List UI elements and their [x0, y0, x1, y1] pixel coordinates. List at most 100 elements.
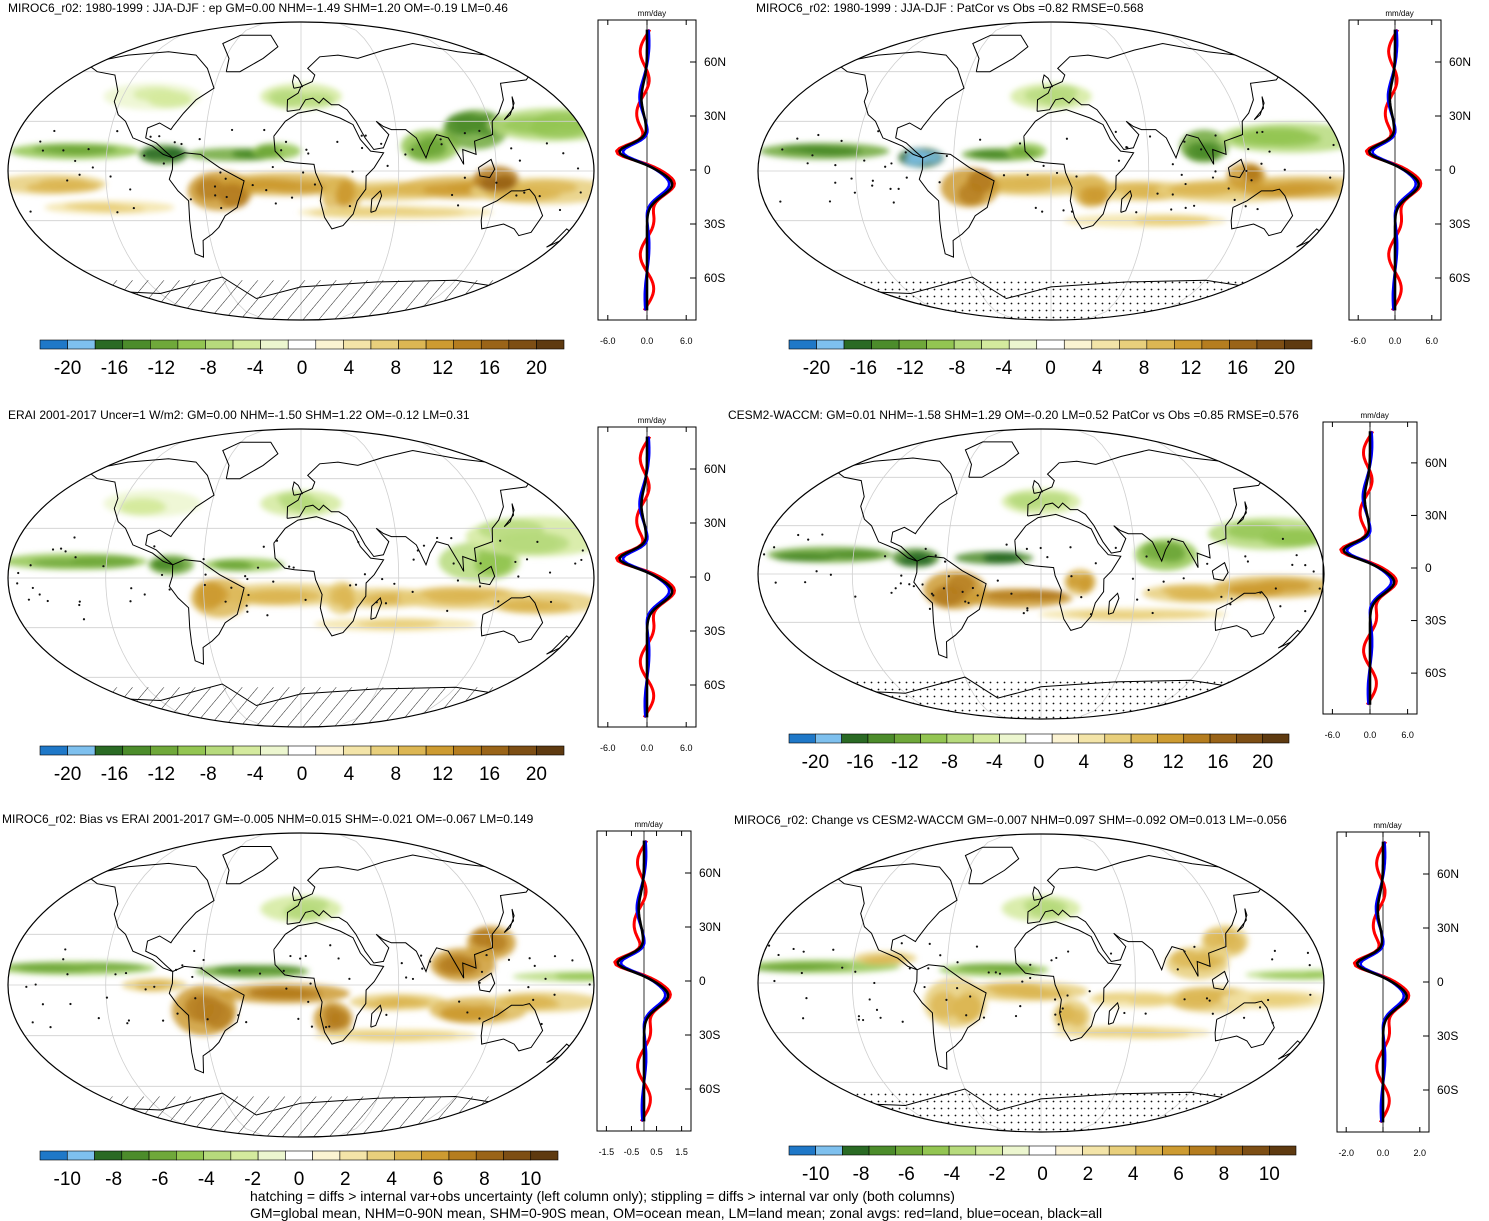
precip-anomaly-patch — [445, 113, 476, 136]
precip-anomaly-patch — [1066, 1028, 1138, 1036]
precip-anomaly-patch — [283, 904, 320, 919]
zonal-mean-plot: mm/day 60N 30N 0 30S 60S -1.5 -0.5 0.5 1.5 — [596, 820, 721, 1157]
precip-anomaly-patch — [503, 995, 555, 1007]
colorbar-label: 16 — [479, 358, 500, 379]
colorbar-swatch — [842, 1145, 870, 1156]
precip-anomaly-patch — [474, 554, 511, 577]
zonal-tick-label: 0.0 — [1389, 336, 1402, 346]
precip-field — [8, 490, 594, 631]
colorbar-swatch — [1262, 733, 1290, 744]
lat-tick-label: 30S — [1425, 614, 1446, 628]
stippling — [767, 942, 1317, 1026]
continent-outline — [1027, 449, 1265, 568]
colorbar-label: -8 — [941, 752, 958, 773]
lat-tick-label: 0 — [1437, 975, 1444, 989]
colorbar-swatch — [1104, 733, 1132, 744]
colorbar-swatch — [39, 339, 68, 350]
hatching-region — [8, 687, 594, 727]
zonal-line-land — [1364, 28, 1423, 312]
hatching-region — [8, 1096, 594, 1137]
hatching-region — [8, 280, 594, 320]
zonal-tick-label: 0.0 — [1377, 1148, 1390, 1158]
lat-tick-label: 60N — [704, 55, 726, 69]
precip-anomaly-patch — [1242, 164, 1261, 180]
colorbar-swatch — [1256, 339, 1285, 350]
zonal-line-land — [615, 28, 676, 312]
colorbar-swatch — [788, 1145, 816, 1156]
continent-outline — [477, 972, 496, 993]
colorbar-label: 0 — [297, 358, 308, 379]
zonal-tick-label: -1.5 — [599, 1147, 615, 1157]
colorbar-label: -2 — [989, 1164, 1006, 1185]
continent-outline — [291, 481, 304, 496]
colorbar-label: 0 — [294, 1169, 305, 1190]
colorbar-label: -16 — [101, 764, 128, 785]
precip-anomaly-patch — [1258, 973, 1315, 979]
colorbar-swatch — [1108, 1145, 1137, 1156]
continent-outline — [1014, 921, 1122, 1042]
colorbar-swatch — [972, 733, 1000, 744]
colorbar-label: -10 — [54, 1169, 81, 1190]
colorbar-swatch — [39, 745, 68, 756]
colorbar-swatch — [536, 339, 565, 350]
world-map — [757, 428, 1325, 720]
colorbar-swatch — [370, 745, 399, 756]
precip-anomaly-patch — [195, 178, 225, 201]
colorbar-swatch — [895, 1145, 923, 1156]
continent-outline — [913, 555, 987, 659]
colorbar-label: 8 — [390, 764, 401, 785]
lat-tick-label: 30N — [704, 109, 726, 123]
zonal-units: mm/day — [638, 9, 666, 18]
precip-anomaly-patch — [1122, 610, 1208, 619]
precip-anomaly-patch — [441, 1007, 486, 1023]
zonal-tick-label: -6.0 — [600, 336, 616, 346]
map-border — [7, 832, 595, 1138]
graticule — [8, 833, 594, 1137]
zonal-tick-label: -6.0 — [1350, 336, 1366, 346]
colorbar-label: -4 — [247, 764, 264, 785]
precip-anomaly-patch — [280, 496, 318, 511]
colorbar-label: 12 — [1163, 752, 1184, 773]
panel-title: CESM2-WACCM: GM=0.01 NHM=-1.58 SHM=1.29 … — [728, 408, 1299, 422]
precip-anomaly-patch — [386, 998, 431, 1008]
colorbar-swatch — [287, 339, 317, 350]
colorbar-swatch — [948, 1145, 977, 1156]
precip-anomaly-patch — [1263, 993, 1314, 1005]
precip-anomaly-patch — [1161, 585, 1211, 596]
continent-outline — [1236, 908, 1248, 933]
colorbar-swatch — [1051, 733, 1079, 744]
map-border — [757, 833, 1325, 1133]
colorbar-label: 4 — [1128, 1164, 1139, 1185]
colorbar-swatch — [536, 745, 565, 756]
continent-outline — [1227, 158, 1246, 179]
precip-anomaly-patch — [779, 552, 836, 562]
colorbar-swatch — [1236, 733, 1263, 744]
continent-outline — [1014, 513, 1122, 631]
colorbar-swatch — [508, 339, 537, 350]
continent-outline — [1211, 561, 1229, 581]
colorbar-swatch — [1215, 1145, 1243, 1156]
colorbar-label: 4 — [1092, 358, 1103, 379]
colorbar-swatch — [868, 1145, 897, 1156]
colorbar-label: 12 — [432, 358, 453, 379]
colorbar-swatch — [1078, 733, 1106, 744]
colorbar-swatch — [788, 339, 817, 350]
precip-field — [759, 83, 1344, 228]
continent-outline — [1214, 591, 1275, 638]
colorbar-label: -6 — [898, 1164, 915, 1185]
continent-outline — [85, 862, 215, 972]
lat-tick-label: 60N — [699, 866, 721, 880]
colorbar-label: -16 — [846, 752, 873, 773]
continent-outline — [1027, 854, 1265, 977]
continent-outline — [477, 565, 496, 586]
zonal-line-all — [616, 840, 670, 1122]
panel-title: MIROC6_r02: 1980-1999 : JJA-DJF : ep GM=… — [8, 1, 508, 15]
colorbar-swatch — [122, 339, 151, 350]
colorbar-label: 8 — [1123, 752, 1134, 773]
colorbar-swatch — [67, 339, 96, 350]
precip-anomaly-patch — [133, 87, 178, 102]
lat-tick-label: 60S — [699, 1082, 720, 1096]
continent-outline — [1032, 479, 1044, 494]
panel-title: ERAI 2001-2017 Uncer=1 W/m2: GM=0.00 NHM… — [8, 408, 470, 422]
colorbar-label: -20 — [54, 764, 81, 785]
